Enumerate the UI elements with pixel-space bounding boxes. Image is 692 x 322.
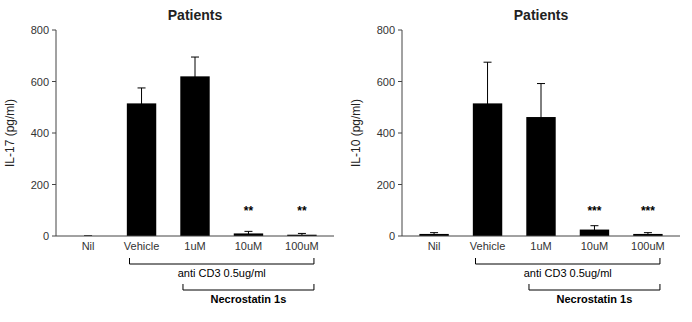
- error-bar: [537, 84, 545, 151]
- bracket: Necrostatin 1s: [183, 284, 314, 305]
- error-cap: [191, 57, 199, 58]
- error-bar: [191, 57, 199, 96]
- tick-label: 200: [377, 179, 395, 191]
- error-bar: [244, 231, 252, 235]
- x-axis: [56, 236, 334, 237]
- tick-label: 400: [377, 127, 395, 139]
- error-bar: [430, 233, 438, 236]
- error-cap: [430, 232, 438, 233]
- axis-label: IL-10 (pg/ml): [349, 99, 363, 167]
- error-cap: [191, 95, 199, 96]
- tick: [398, 184, 402, 185]
- error-bar: [644, 233, 652, 236]
- annotation: ***: [587, 204, 601, 218]
- bar: [127, 103, 156, 236]
- bracket-line: [183, 284, 314, 290]
- annotation: **: [244, 204, 254, 218]
- error-line: [594, 226, 595, 234]
- bracket-line: [476, 258, 660, 264]
- error-bar: [484, 62, 492, 144]
- error-line: [141, 88, 142, 119]
- tick: [52, 236, 56, 237]
- error-cap: [484, 62, 492, 63]
- error-line: [487, 62, 488, 144]
- tick-label: 10uM: [581, 240, 609, 252]
- error-cap: [138, 118, 146, 119]
- tick: [398, 236, 402, 237]
- tick: [398, 30, 402, 31]
- axis-label: IL-17 (pg/ml): [3, 99, 17, 167]
- bracket-label: anti CD3 0.5ug/ml: [178, 267, 266, 279]
- tick-label: 100uM: [631, 240, 665, 252]
- plot-area: [419, 62, 662, 236]
- tick-label: Nil: [82, 240, 95, 252]
- bracket: anti CD3 0.5ug/ml: [130, 258, 314, 279]
- error-line: [195, 57, 196, 96]
- bracket-line: [130, 258, 314, 264]
- error-cap: [537, 83, 545, 84]
- error-line: [541, 84, 542, 151]
- tick: [52, 184, 56, 185]
- tick-label: 200: [31, 179, 49, 191]
- tick: [52, 81, 56, 82]
- panel: Patients IL-17 (pg/ml) 0 200 400 600 800 Nil Veh…: [3, 7, 334, 305]
- tick-label: Vehicle: [470, 240, 505, 252]
- tick-label: 0: [43, 230, 49, 242]
- tick-label: 800: [31, 24, 49, 36]
- tick: [398, 133, 402, 134]
- annotation: ***: [641, 204, 655, 218]
- error-cap: [244, 231, 252, 232]
- error-line: [248, 231, 249, 235]
- tick-label: 600: [31, 76, 49, 88]
- plot-area: [84, 57, 317, 236]
- error-cap: [644, 232, 652, 233]
- tick-label: 100uM: [285, 240, 319, 252]
- tick-label: 600: [377, 76, 395, 88]
- bracket: anti CD3 0.5ug/ml: [476, 258, 660, 279]
- x-axis: [402, 236, 680, 237]
- error-cap: [537, 150, 545, 151]
- title: Patients: [514, 7, 569, 23]
- tick: [52, 30, 56, 31]
- tick-label: Vehicle: [124, 240, 159, 252]
- tick-label: 0: [389, 230, 395, 242]
- tick-label: Nil: [428, 240, 441, 252]
- annotation: **: [297, 204, 307, 218]
- panel: Patients IL-10 (pg/ml) 0 200 400 600 800 Nil Veh…: [349, 7, 680, 305]
- error-bar: [138, 88, 146, 119]
- error-cap: [590, 225, 598, 226]
- bar: [180, 76, 209, 236]
- y-axis: [56, 30, 57, 236]
- error-cap: [298, 233, 306, 234]
- bracket: Necrostatin 1s: [529, 284, 660, 305]
- title: Patients: [168, 7, 223, 23]
- bracket-line: [529, 284, 660, 290]
- tick-label: 400: [31, 127, 49, 139]
- figure: Patients IL-17 (pg/ml) 0 200 400 600 800 Nil Veh…: [0, 0, 692, 322]
- error-cap: [484, 144, 492, 145]
- tick: [398, 81, 402, 82]
- error-bar: [590, 226, 598, 234]
- y-axis: [402, 30, 403, 236]
- tick-label: 10uM: [235, 240, 263, 252]
- tick: [52, 133, 56, 134]
- bracket-label: anti CD3 0.5ug/ml: [524, 267, 612, 279]
- tick-label: 1uM: [184, 240, 205, 252]
- error-cap: [138, 87, 146, 88]
- bracket-label: Necrostatin 1s: [211, 293, 287, 305]
- error-cap: [590, 233, 598, 234]
- bracket-label: Necrostatin 1s: [557, 293, 633, 305]
- tick-label: 800: [377, 24, 395, 36]
- tick-label: 1uM: [530, 240, 551, 252]
